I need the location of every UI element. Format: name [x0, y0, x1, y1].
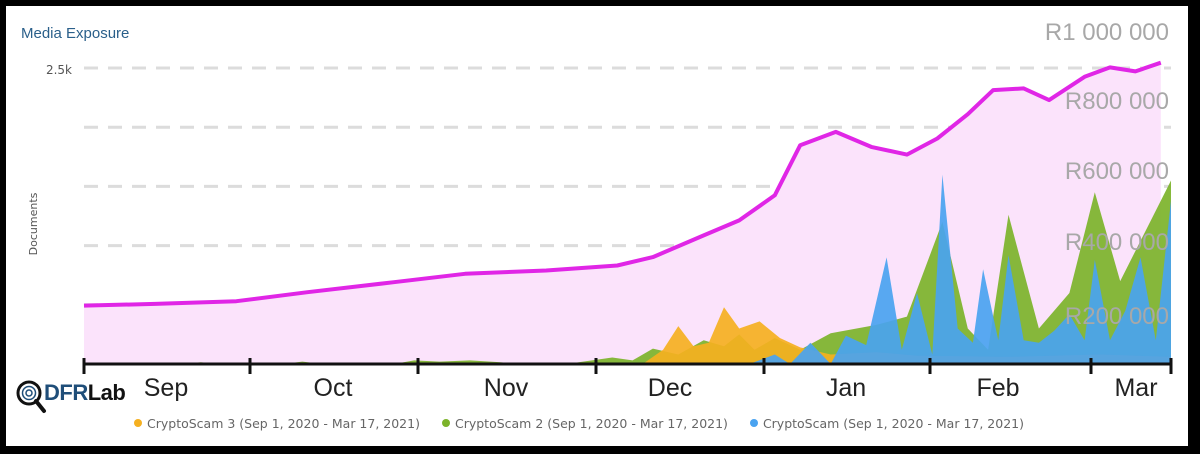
- legend-item[interactable]: CryptoScam (Sep 1, 2020 - Mar 17, 2021): [749, 415, 1024, 431]
- chart-legend: CryptoScam 3 (Sep 1, 2020 - Mar 17, 2021…: [134, 414, 1024, 432]
- legend-label: CryptoScam (Sep 1, 2020 - Mar 17, 2021): [762, 415, 1024, 431]
- series-area-cryptoscam-2: [180, 180, 1171, 364]
- y-tick-label-right: R600 000: [1065, 158, 1169, 185]
- legend-label: CryptoScam 2 (Sep 1, 2020 - Mar 17, 2021…: [454, 415, 728, 431]
- x-tick-label: Feb: [976, 374, 1019, 402]
- logo-suffix: Lab: [87, 380, 126, 405]
- logo-wordmark: DFRLab: [44, 380, 126, 406]
- magnifier-fingerprint-icon: [16, 380, 46, 413]
- y-axis-label: Documents: [27, 192, 40, 255]
- legend-item[interactable]: CryptoScam 2 (Sep 1, 2020 - Mar 17, 2021…: [441, 415, 728, 431]
- y-tick-label-right: R800 000: [1065, 88, 1169, 115]
- y-tick-label-right: R400 000: [1065, 229, 1169, 256]
- media-exposure-chart: Sep Oct Nov Dec Jan Feb Mar Media Exposure Docum…: [21, 19, 1173, 402]
- legend-label: CryptoScam 3 (Sep 1, 2020 - Mar 17, 2021…: [147, 415, 420, 431]
- x-tick-label: Jan: [826, 374, 866, 402]
- x-tick-label: Dec: [648, 374, 692, 402]
- x-tick-label: Nov: [484, 374, 529, 402]
- x-tick-label: Oct: [314, 374, 353, 402]
- x-tick-label: Mar: [1114, 374, 1157, 402]
- dfrlab-logo: DFRLab: [14, 374, 126, 418]
- chart-panel: Sep Oct Nov Dec Jan Feb Mar Media Exposure Docum…: [6, 6, 1188, 446]
- chart-title: Media Exposure: [21, 25, 129, 42]
- y-tick-label-right: R200 000: [1065, 303, 1169, 330]
- legend-marker: [134, 419, 142, 427]
- legend-marker: [749, 419, 758, 427]
- y-tick-label-right: R1 000 000: [1045, 19, 1169, 46]
- series-area-cryptoscam: [749, 174, 1171, 364]
- legend-marker: [441, 419, 450, 427]
- y-tick-label-left: 2.5k: [46, 63, 72, 77]
- legend-item[interactable]: CryptoScam 3 (Sep 1, 2020 - Mar 17, 2021…: [134, 416, 420, 431]
- logo-prefix: DFR: [44, 380, 88, 405]
- series-area-cryptoscam-3: [642, 307, 1171, 364]
- x-tick-label: Sep: [144, 374, 188, 402]
